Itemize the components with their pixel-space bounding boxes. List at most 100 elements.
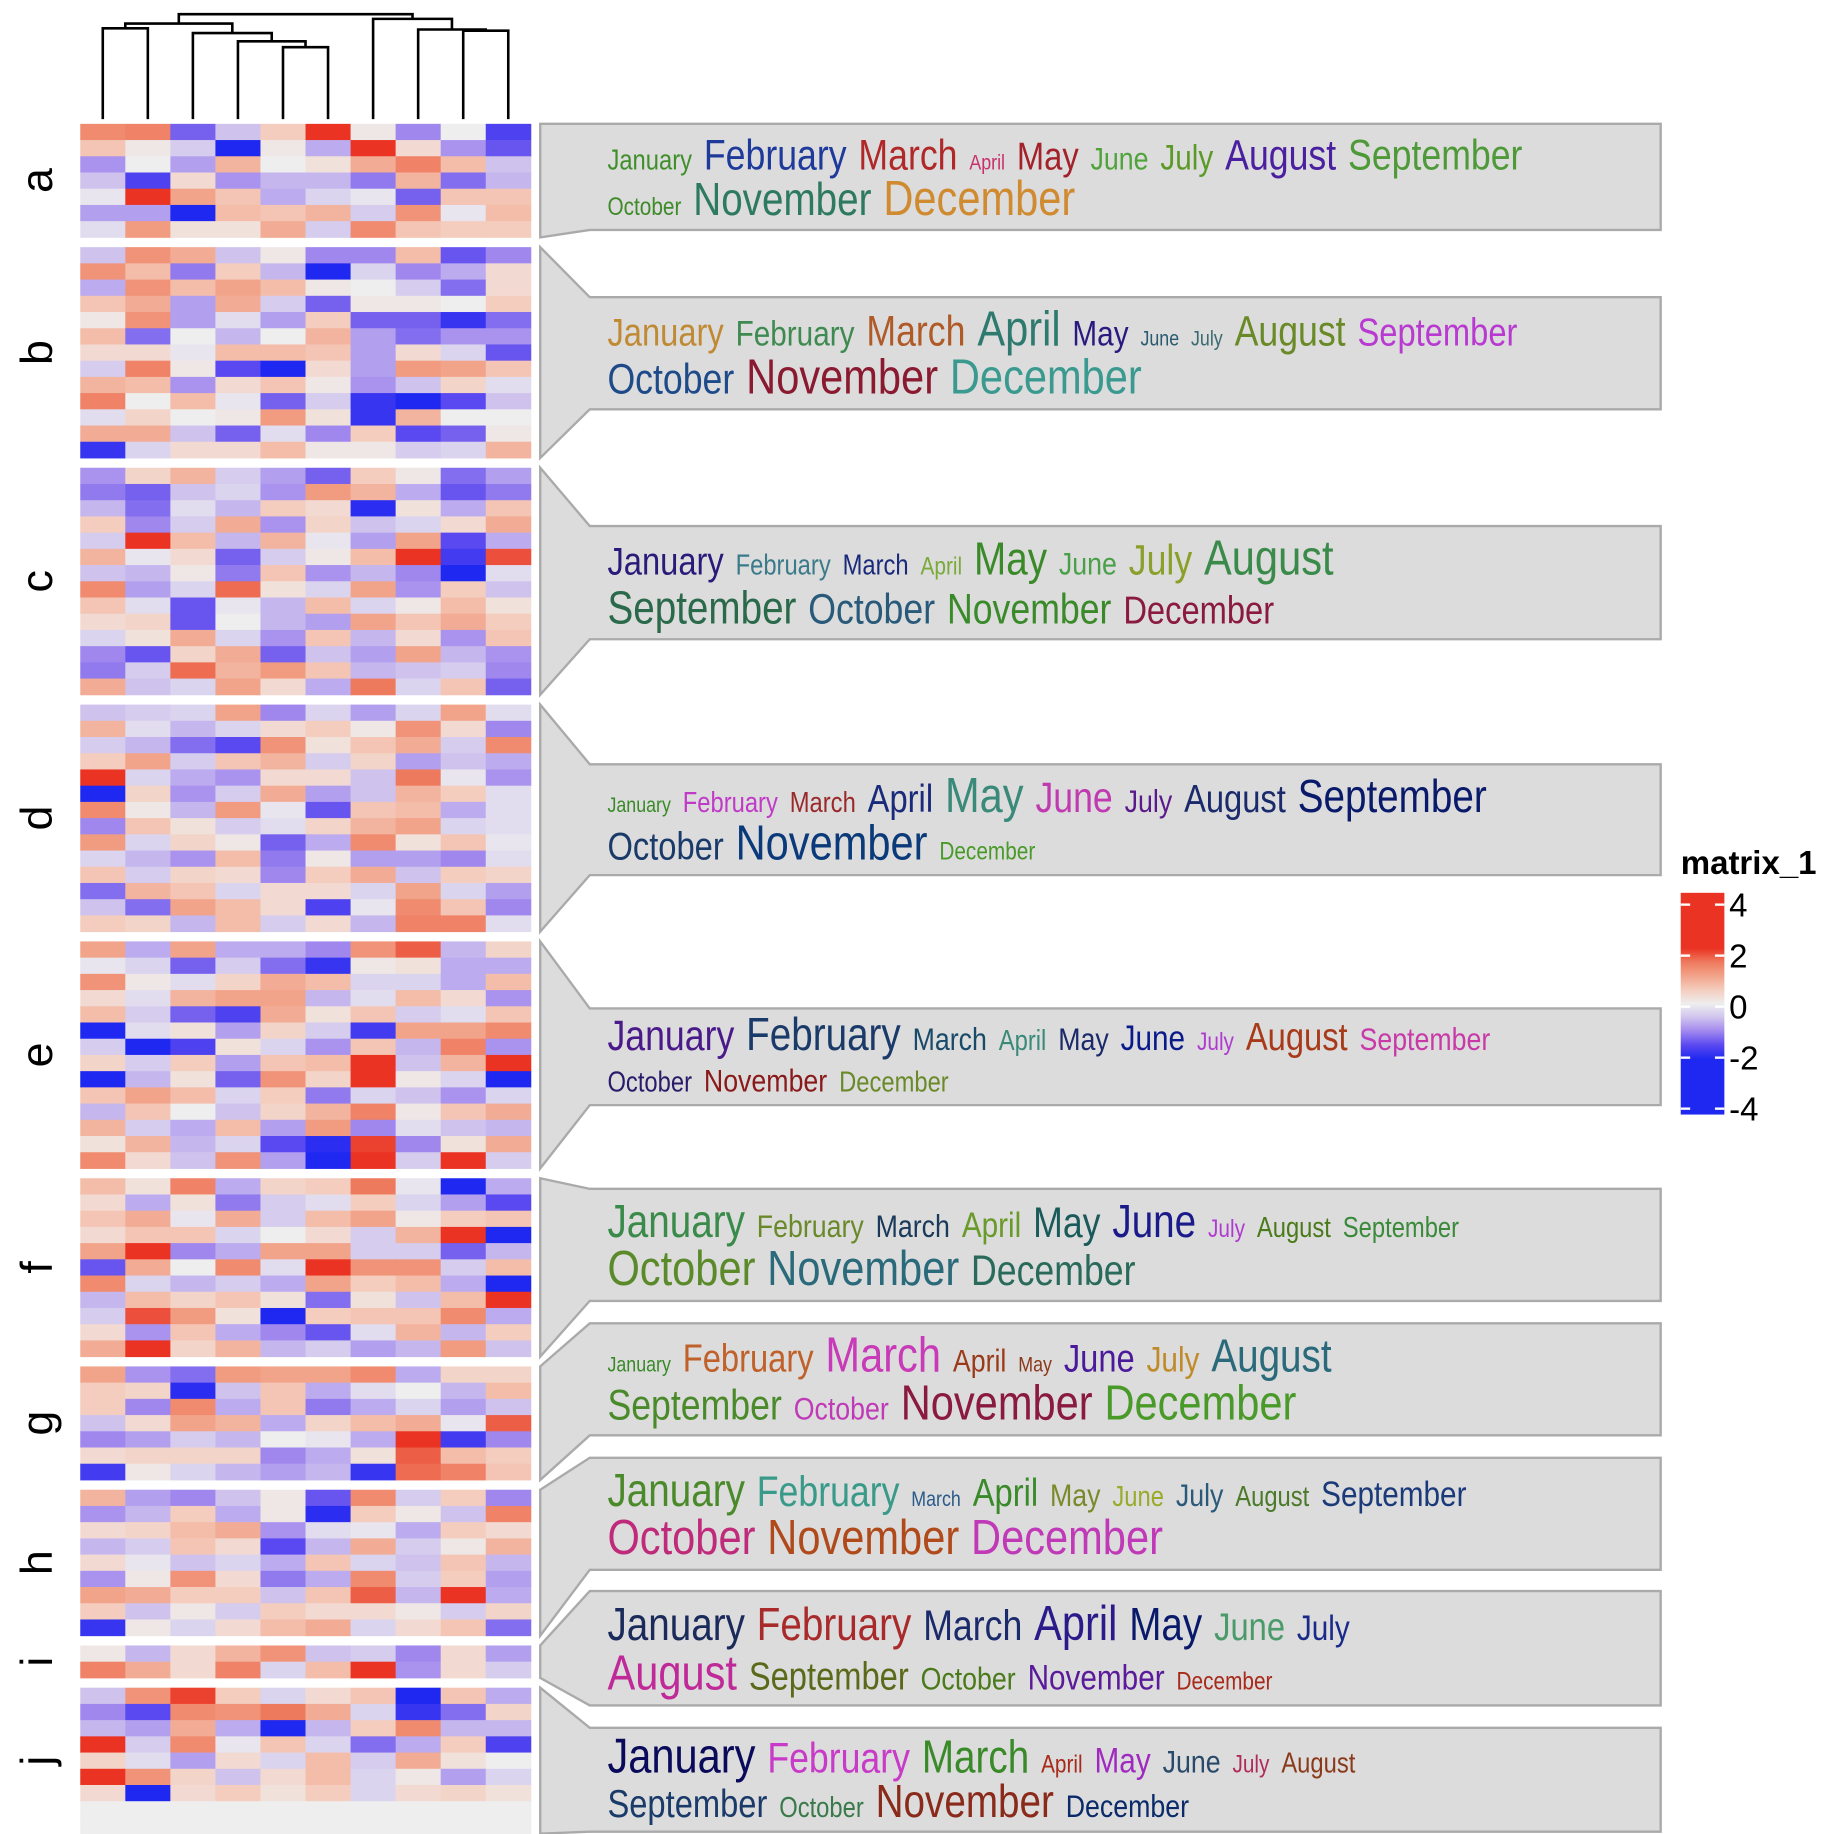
heatmap-cell [260, 1817, 306, 1834]
word-cloud-word: December [883, 171, 1075, 226]
word-cloud-word: June [1091, 141, 1149, 177]
heatmap-cell [350, 899, 397, 916]
word-cloud-word: February [746, 1009, 901, 1060]
heatmap-cell [215, 1340, 261, 1358]
heatmap-cell [350, 704, 397, 722]
heatmap-cell [215, 1038, 261, 1056]
heatmap-cell [170, 581, 216, 598]
word-cloud-word: March [923, 1603, 1022, 1650]
heatmap-cell [215, 1431, 261, 1448]
heatmap-cell [395, 1801, 442, 1818]
heatmap-cell [125, 737, 171, 754]
heatmap-cell [80, 409, 126, 427]
heatmap-cell [350, 1447, 397, 1465]
heatmap-cell [350, 467, 397, 485]
row-group-label: j [12, 1756, 62, 1768]
row-group-label: e [12, 1042, 62, 1067]
heatmap-cell [170, 882, 216, 900]
heatmap-cell [395, 1366, 442, 1384]
heatmap-cell [125, 1570, 171, 1588]
heatmap-cell [80, 629, 126, 647]
heatmap-cell [350, 1259, 397, 1277]
heatmap-cell [440, 704, 487, 722]
word-cloud-word: June [1121, 1018, 1185, 1058]
heatmap-cell [440, 1226, 487, 1244]
heatmap-cell [350, 1431, 397, 1448]
heatmap-cell [440, 1152, 487, 1169]
word-cloud-word: October [607, 824, 723, 868]
heatmap-cell [260, 467, 306, 485]
heatmap-cell [80, 500, 126, 517]
heatmap-cell [260, 1431, 306, 1448]
heatmap-cell [305, 882, 352, 900]
heatmap-cell [260, 1522, 306, 1539]
heatmap-cell [170, 548, 216, 566]
heatmap-cell [350, 662, 397, 680]
heatmap-cell [395, 409, 442, 427]
heatmap-cell [350, 1307, 397, 1325]
heatmap-cell [305, 662, 352, 680]
word-cloud-word: September [1357, 310, 1517, 354]
heatmap-cell [170, 467, 216, 485]
heatmap-cell [260, 425, 306, 443]
heatmap-cell [170, 1447, 216, 1465]
heatmap-cell [215, 1661, 261, 1679]
heatmap-cell [260, 882, 306, 900]
word-cloud-word: October [607, 357, 734, 404]
heatmap-cell [215, 441, 261, 459]
word-cloud-word: August [1235, 309, 1346, 356]
heatmap-cell [350, 1687, 397, 1705]
heatmap-cell [260, 1307, 306, 1325]
heatmap-cell [305, 957, 352, 975]
heatmap-cell [260, 344, 306, 362]
heatmap-cell [485, 1801, 532, 1818]
heatmap-cell [125, 548, 171, 566]
heatmap-cell [260, 1103, 306, 1121]
row-group-label: h [12, 1550, 62, 1575]
heatmap-cell [80, 1415, 126, 1432]
word-cloud-word: August [1257, 1211, 1332, 1243]
heatmap-cell [80, 1324, 126, 1341]
word-cloud-word: August [1204, 530, 1334, 585]
heatmap-cell [215, 720, 261, 738]
heatmap-cell [80, 247, 126, 264]
heatmap-cell [170, 801, 216, 819]
heatmap-cell [485, 1463, 532, 1481]
heatmap-cell [215, 597, 261, 615]
heatmap-cell [260, 662, 306, 680]
word-cloud-word: October [607, 192, 681, 220]
heatmap-cell [80, 646, 126, 663]
heatmap-cell [350, 360, 397, 378]
heatmap-cell [260, 1661, 306, 1679]
heatmap-cell [215, 866, 261, 884]
legend-title: matrix_1 [1681, 844, 1817, 881]
heatmap-cell [305, 295, 352, 313]
heatmap-cell [485, 1415, 532, 1432]
heatmap-cell [80, 1291, 126, 1309]
heatmap-cell [485, 737, 532, 754]
legend-tick-label: 4 [1729, 886, 1747, 923]
heatmap-cell [170, 1324, 216, 1341]
heatmap-cell [125, 915, 171, 933]
heatmap-cell [125, 1603, 171, 1620]
heatmap-cell [170, 156, 216, 173]
heatmap-cell [440, 720, 487, 738]
heatmap-cell [395, 548, 442, 566]
heatmap-cell [485, 1194, 532, 1212]
heatmap-cell [170, 172, 216, 190]
heatmap-cell [125, 581, 171, 598]
heatmap-cell [170, 1463, 216, 1481]
heatmap-cell [170, 1720, 216, 1737]
heatmap-cell [395, 1447, 442, 1465]
heatmap-cell [440, 1382, 487, 1400]
heatmap-cell [440, 123, 487, 141]
heatmap-cell [80, 1103, 126, 1121]
heatmap-cell [125, 1307, 171, 1325]
heatmap-cell [125, 279, 171, 297]
heatmap-cell [170, 123, 216, 141]
heatmap-cell [260, 204, 306, 222]
heatmap-cell [305, 221, 352, 238]
heatmap-cell [395, 769, 442, 787]
heatmap-cell [125, 662, 171, 680]
